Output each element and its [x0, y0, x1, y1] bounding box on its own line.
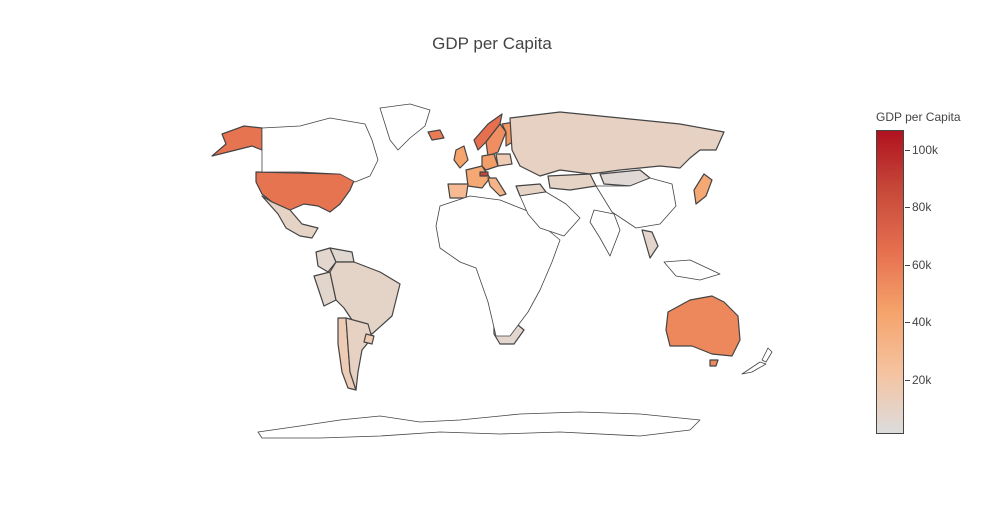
region-antarctica[interactable] — [257, 411, 701, 439]
region-brazil[interactable] — [329, 261, 401, 335]
region-africa-other[interactable] — [435, 195, 561, 337]
region-switzerland[interactable] — [479, 171, 489, 177]
colorbar-tick — [905, 150, 910, 151]
region-united-kingdom[interactable] — [453, 145, 469, 169]
colorbar-tick-label: 80k — [912, 200, 932, 214]
region-poland[interactable] — [495, 153, 513, 167]
region-thailand[interactable] — [641, 229, 659, 259]
region-italy[interactable] — [487, 177, 507, 197]
region-middle-east[interactable] — [519, 191, 581, 237]
colorbar — [876, 130, 904, 434]
region-new-zealand[interactable] — [741, 347, 773, 375]
region-australia[interactable] — [665, 295, 741, 357]
region-greenland[interactable] — [379, 103, 431, 151]
region-colombia[interactable] — [315, 247, 337, 273]
region-uruguay[interactable] — [363, 333, 375, 345]
colorbar-tick-label: 60k — [912, 258, 932, 272]
region-japan[interactable] — [693, 173, 713, 205]
colorbar-title: GDP per Capita — [876, 110, 961, 124]
region-canada[interactable] — [261, 117, 379, 183]
region-spain[interactable] — [447, 183, 469, 199]
region-china[interactable] — [595, 177, 677, 229]
map-regions[interactable] — [211, 103, 773, 439]
region-alaska-united-states[interactable] — [211, 125, 263, 157]
region-sweden[interactable] — [485, 123, 507, 157]
region-germany[interactable] — [481, 153, 499, 171]
colorbar-tick-label: 100k — [912, 143, 939, 157]
colorbar-tick — [905, 265, 910, 266]
region-tasmania-australia[interactable] — [709, 359, 719, 367]
colorbar-tick — [905, 322, 910, 323]
colorbar-tick — [905, 380, 910, 381]
region-india[interactable] — [589, 209, 621, 257]
region-iceland[interactable] — [427, 129, 445, 141]
region-russia[interactable] — [509, 111, 725, 177]
region-kazakhstan[interactable] — [547, 173, 597, 191]
colorbar-tick — [905, 207, 910, 208]
chart-title: GDP per Capita — [432, 34, 552, 53]
colorbar-tick-label: 20k — [912, 373, 932, 387]
region-southeast-asia-other[interactable] — [663, 259, 721, 281]
colorbar-tick-label: 40k — [912, 315, 932, 329]
region-mexico[interactable] — [261, 195, 319, 239]
